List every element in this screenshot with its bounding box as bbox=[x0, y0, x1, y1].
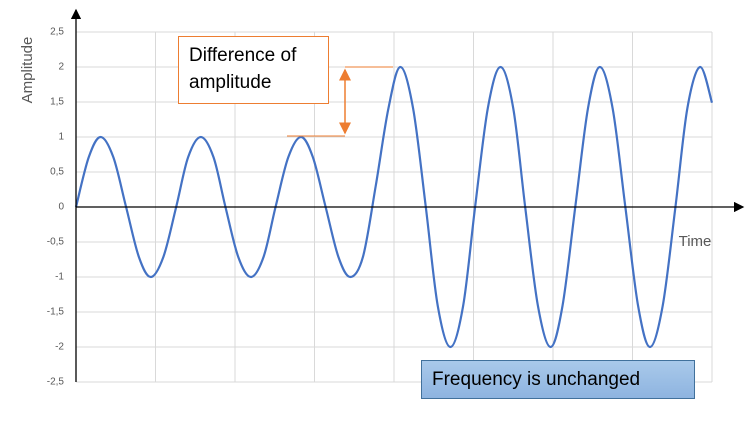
y-tick-label: 2 bbox=[58, 62, 64, 73]
y-tick-label: -1,5 bbox=[47, 307, 65, 318]
y-tick-label: -1 bbox=[55, 272, 64, 283]
y-tick-label: -2,5 bbox=[47, 377, 65, 388]
annotation: Frequency is unchanged bbox=[421, 360, 695, 399]
line bbox=[74, 65, 714, 349]
y-tick-label: 2,5 bbox=[50, 27, 64, 38]
y-tick-label: 0,5 bbox=[50, 167, 64, 178]
y-tick-label: 0 bbox=[58, 202, 64, 213]
y-tick-label: 1 bbox=[58, 132, 64, 143]
y-axis-label: Amplitude bbox=[19, 37, 36, 104]
y-tick-label: 1,5 bbox=[50, 97, 64, 108]
x-axis-label: Time bbox=[679, 233, 712, 250]
y-tick-label: -0,5 bbox=[47, 237, 65, 248]
y-tick-label: -2 bbox=[55, 342, 64, 353]
annotation: Difference of amplitude bbox=[178, 36, 329, 104]
series bbox=[74, 65, 714, 349]
